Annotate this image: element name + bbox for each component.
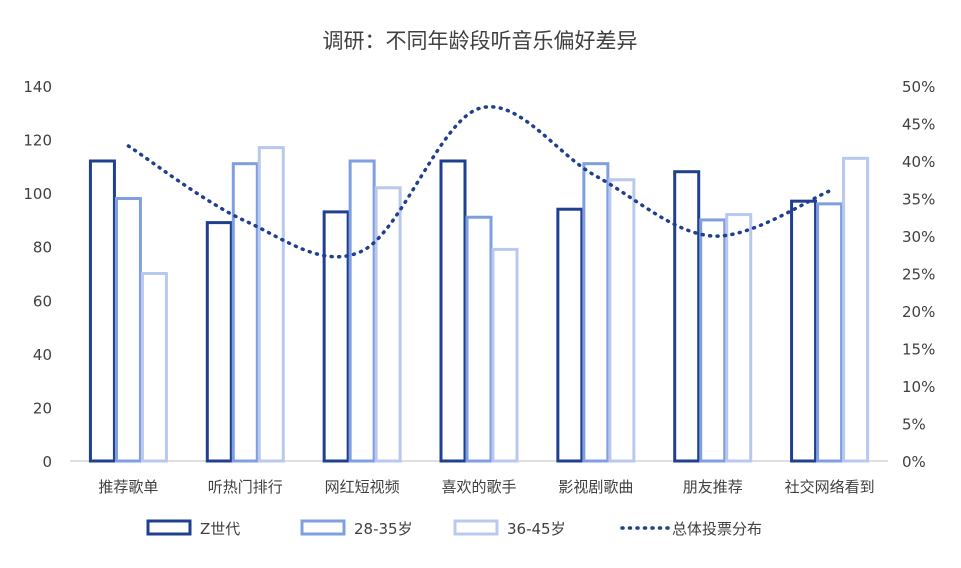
y2-tick-label: 0%: [902, 453, 926, 471]
bar: [116, 199, 140, 462]
y-tick-label: 140: [23, 78, 52, 96]
y-tick-label: 40: [33, 346, 52, 364]
legend: Z世代 28-35岁 36-45岁 总体投票分布: [148, 520, 762, 538]
bar: [675, 172, 699, 461]
y2-tick-label: 10%: [902, 378, 935, 396]
legend-label: 28-35岁: [354, 520, 413, 538]
bar: [441, 161, 465, 461]
bars: [90, 148, 867, 461]
bar: [558, 209, 582, 461]
y-tick-label: 20: [33, 399, 52, 417]
y2-tick-label: 45%: [902, 116, 935, 134]
y2-tick-label: 25%: [902, 266, 935, 284]
x-tick-label: 喜欢的歌手: [441, 478, 516, 496]
bar: [584, 164, 608, 461]
y-tick-label: 0: [42, 453, 52, 471]
bar: [350, 161, 374, 461]
bar: [493, 249, 517, 461]
bar: [207, 223, 231, 461]
x-tick-label: 朋友推荐: [683, 478, 743, 496]
legend-label: 总体投票分布: [672, 520, 762, 538]
y-tick-label: 100: [23, 185, 52, 203]
bar: [376, 188, 400, 461]
y-tick-label: 80: [33, 239, 52, 257]
y2-tick-label: 50%: [902, 78, 935, 96]
y-tick-label: 60: [33, 292, 52, 310]
y2-tick-label: 15%: [902, 341, 935, 359]
x-tick-label: 听热门排行: [208, 478, 283, 496]
bar: [90, 161, 114, 461]
legend-label: 36-45岁: [507, 520, 566, 538]
bar: [818, 204, 842, 461]
legend-label: Z世代: [200, 520, 240, 538]
legend-swatch: [302, 521, 344, 534]
bar: [467, 217, 491, 461]
bar: [233, 164, 257, 461]
bar: [727, 215, 751, 461]
y2-tick-label: 40%: [902, 153, 935, 171]
bar: [701, 220, 725, 461]
y2-tick-label: 35%: [902, 191, 935, 209]
bar: [324, 212, 348, 461]
chart-title: 调研：不同年龄段听音乐偏好差异: [323, 29, 638, 53]
y2-tick-label: 30%: [902, 228, 935, 246]
bar: [792, 201, 816, 461]
y2-tick-label: 20%: [902, 303, 935, 321]
y2-tick-label: 5%: [902, 416, 926, 434]
legend-swatch: [148, 521, 190, 534]
x-tick-label: 影视剧歌曲: [558, 478, 633, 496]
x-tick-label: 网红短视频: [325, 478, 400, 496]
bar: [844, 158, 868, 461]
x-tick-label: 社交网络看到: [785, 478, 875, 496]
x-tick-label: 推荐歌单: [98, 478, 158, 496]
bar: [610, 180, 634, 461]
legend-swatch: [455, 521, 497, 534]
bar: [142, 274, 166, 462]
bar: [259, 148, 283, 461]
y-tick-label: 120: [23, 132, 52, 150]
